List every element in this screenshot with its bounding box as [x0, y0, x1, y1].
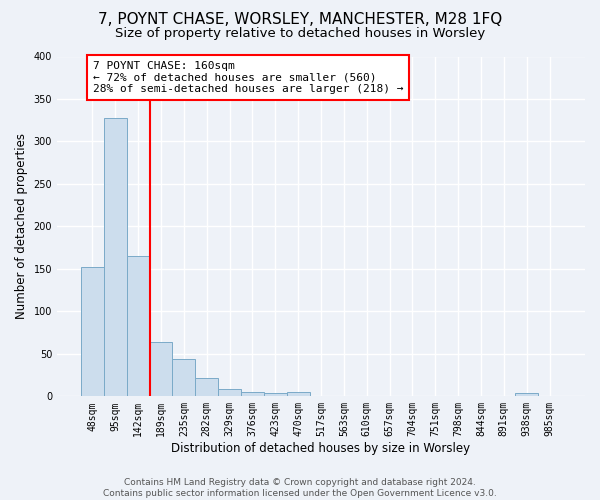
Bar: [264, 393, 287, 396]
Bar: [104, 118, 127, 396]
Y-axis label: Number of detached properties: Number of detached properties: [15, 134, 28, 320]
Text: 7 POYNT CHASE: 160sqm
← 72% of detached houses are smaller (560)
28% of semi-det: 7 POYNT CHASE: 160sqm ← 72% of detached …: [93, 60, 403, 94]
Bar: [149, 342, 172, 396]
Text: Size of property relative to detached houses in Worsley: Size of property relative to detached ho…: [115, 28, 485, 40]
Bar: [287, 392, 310, 396]
Bar: [515, 393, 538, 396]
Bar: [218, 388, 241, 396]
Bar: [172, 359, 196, 397]
Text: 7, POYNT CHASE, WORSLEY, MANCHESTER, M28 1FQ: 7, POYNT CHASE, WORSLEY, MANCHESTER, M28…: [98, 12, 502, 28]
Text: Contains HM Land Registry data © Crown copyright and database right 2024.
Contai: Contains HM Land Registry data © Crown c…: [103, 478, 497, 498]
Bar: [241, 392, 264, 396]
Bar: [196, 378, 218, 396]
X-axis label: Distribution of detached houses by size in Worsley: Distribution of detached houses by size …: [172, 442, 470, 455]
Bar: [127, 256, 149, 396]
Bar: [81, 267, 104, 396]
